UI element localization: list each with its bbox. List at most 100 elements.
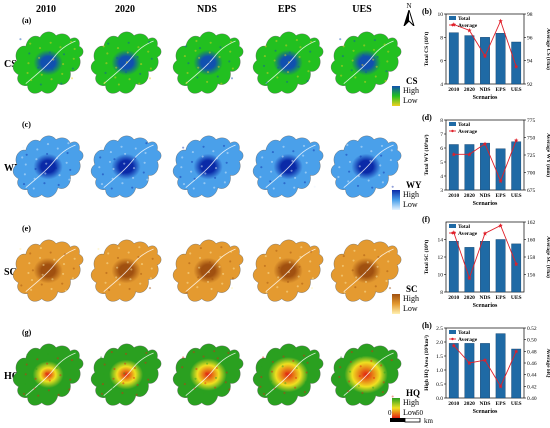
- y2-tick-label: 160: [527, 238, 536, 244]
- map-cs-eps: [252, 31, 324, 94]
- col-header-ues: UES: [352, 4, 372, 15]
- legend-title: SC: [406, 284, 418, 294]
- map-wy-ues: [330, 135, 402, 198]
- y-tick-label: 6: [440, 59, 443, 65]
- y2-tick-label: 775: [527, 118, 536, 124]
- legend-wy: WY High Low: [392, 180, 422, 210]
- x-tick-label: NDS: [479, 401, 490, 407]
- average-marker: [451, 343, 456, 348]
- legend-hq: HQ High Low: [392, 388, 420, 418]
- y2-tick-label: 700: [527, 171, 536, 177]
- legend-average-label: Average: [458, 231, 478, 237]
- average-marker: [467, 360, 472, 366]
- y-tick-label: 12: [438, 255, 444, 261]
- y-tick-label: 8: [440, 35, 443, 41]
- bar-nds: [480, 142, 490, 191]
- legend-cs: CS High Low: [392, 76, 419, 106]
- y-tick-label: 1.5: [436, 354, 443, 360]
- legend-colorbar: [392, 86, 400, 106]
- y2-tick-label: 156: [527, 273, 536, 279]
- y2-tick-label: 98: [527, 12, 533, 18]
- average-marker: [498, 178, 503, 184]
- y2-tick-label: 0.46: [527, 361, 537, 367]
- legend-low: Low: [403, 96, 418, 105]
- bar-eps: [495, 239, 506, 293]
- chart-d: (d) 3 4 5 6 7 8 675 700 725 750 775 2010 2020 NDS EPS UE…: [422, 113, 550, 207]
- map-hq-nds: [172, 343, 244, 406]
- panel-label-wy: (c): [22, 120, 31, 129]
- x-tick-label: 2010: [448, 401, 459, 407]
- bar-eps: [495, 148, 506, 191]
- x-tick-label: UES: [511, 295, 522, 301]
- north-arrow: N: [402, 2, 416, 28]
- map-wy-eps: [252, 135, 324, 198]
- x-axis-label: Scenarios: [473, 409, 498, 415]
- bar-nds: [480, 241, 490, 293]
- bar-2020: [464, 247, 475, 293]
- legend-total-label: Total: [458, 122, 470, 128]
- legend-high: High: [403, 190, 419, 199]
- y-tick-label: 2.5: [436, 326, 443, 332]
- col-header-2020: 2020: [115, 4, 135, 15]
- legend-total-swatch: [449, 224, 456, 228]
- x-tick-label: EPS: [496, 401, 506, 407]
- y-tick-label: 7: [440, 132, 443, 138]
- x-tick-label: EPS: [496, 295, 506, 301]
- legend-high: High: [403, 86, 419, 95]
- x-tick-label: 2020: [464, 193, 475, 199]
- panel-label-hq: (g): [22, 328, 32, 337]
- legend-high: High: [403, 398, 419, 407]
- y-tick-label: 4: [440, 174, 443, 180]
- map-cs-2010: [12, 31, 84, 94]
- bar-ues: [511, 41, 522, 85]
- y-axis-label: Total WY (10⁹m³): [423, 134, 430, 175]
- y2-tick-label: 96: [527, 35, 533, 41]
- row-label-hq: HQ: [4, 371, 20, 382]
- y2-tick-label: 750: [527, 136, 536, 142]
- y2-axis-label: Average CS (t/ha): [545, 28, 550, 70]
- bar-eps: [495, 33, 506, 85]
- chart-panel-label: (b): [422, 7, 432, 16]
- x-tick-label: NDS: [479, 295, 490, 301]
- y2-tick-label: 0.44: [527, 373, 537, 379]
- panel-label-sc: (e): [22, 224, 31, 233]
- chart-panel-label: (h): [422, 321, 432, 330]
- y2-axis-label: Average WY (mm): [545, 133, 550, 177]
- legend-colorbar: [392, 398, 400, 418]
- map-sc-eps: [252, 239, 324, 302]
- legend-low: Low: [403, 200, 418, 209]
- scale-unit: km: [424, 417, 433, 425]
- y-tick-label: 1.0: [436, 368, 443, 374]
- average-marker: [498, 384, 503, 389]
- average-marker: [482, 53, 488, 59]
- bar-ues: [511, 141, 522, 191]
- legend-title: WY: [406, 180, 422, 190]
- y2-axis-label: Average SC (t/ha): [545, 236, 550, 278]
- average-marker: [467, 152, 472, 157]
- bar-2020: [464, 35, 475, 85]
- y2-tick-label: 675: [527, 188, 536, 194]
- x-tick-label: UES: [511, 193, 522, 199]
- panel-label-cs: (a): [22, 16, 32, 25]
- map-hq-2010: [12, 343, 84, 406]
- average-marker: [482, 231, 488, 236]
- x-axis-label: Scenarios: [473, 303, 498, 309]
- scale-zero: 0: [388, 409, 392, 417]
- bar-nds: [480, 37, 490, 85]
- y-tick-label: 8: [440, 118, 443, 124]
- map-sc-ues: [330, 239, 402, 302]
- col-header-2010: 2010: [36, 4, 56, 15]
- average-marker: [514, 138, 519, 143]
- y2-tick-label: 92: [527, 82, 533, 88]
- legend-average-label: Average: [458, 129, 478, 135]
- legend-total-swatch: [449, 16, 456, 20]
- map-cs-2020: [90, 31, 162, 94]
- x-tick-label: 2010: [448, 193, 459, 199]
- chart-panel-label: (f): [422, 215, 430, 224]
- map-sc-2010: [12, 239, 84, 302]
- legend-low: Low: [403, 408, 418, 417]
- y-tick-label: 5: [440, 160, 443, 166]
- map-hq-2020: [90, 343, 162, 406]
- north-label: N: [406, 2, 412, 10]
